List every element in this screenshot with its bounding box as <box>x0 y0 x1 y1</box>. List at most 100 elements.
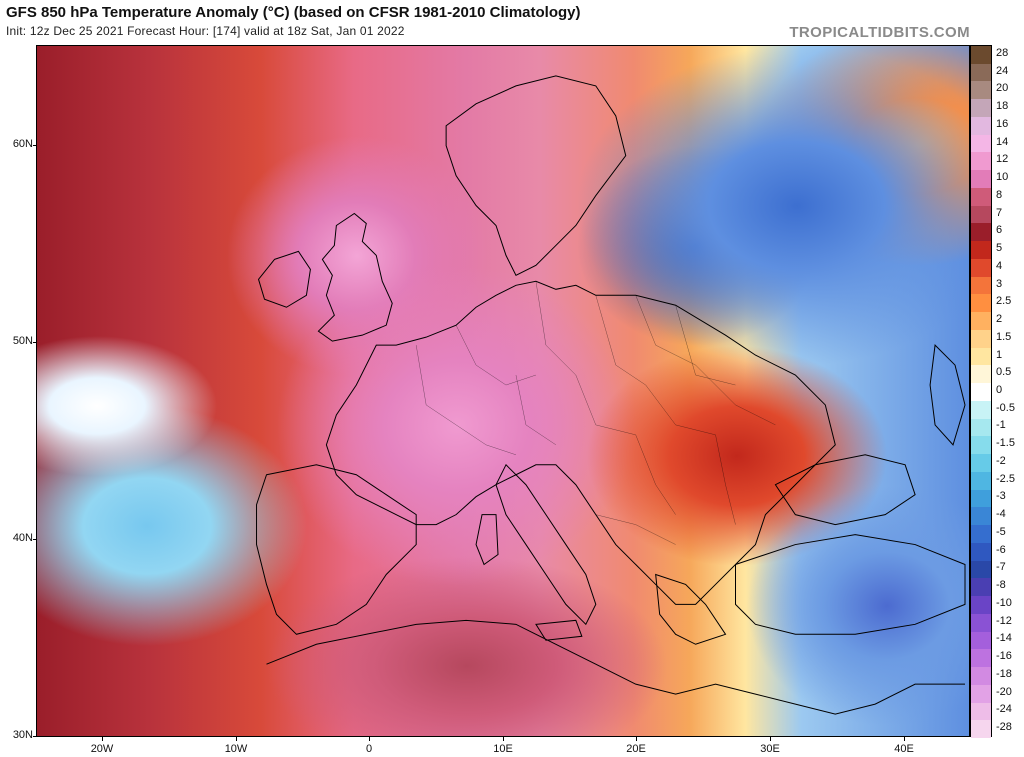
colorbar-label: -0.5 <box>996 401 1015 414</box>
coast-turkey <box>735 534 966 635</box>
colorbar-label: 3 <box>996 277 1003 290</box>
colorbar-swatch <box>971 81 991 100</box>
lat-label-50n: 50N <box>12 335 33 347</box>
colorbar-swatch <box>971 400 991 419</box>
colorbar-label: -1.5 <box>996 437 1015 450</box>
colorbar-swatch <box>971 241 991 260</box>
colorbar-swatch <box>971 116 991 135</box>
colorbar-label: -10 <box>996 596 1012 609</box>
lon-tick-30e <box>770 737 771 741</box>
colorbar-swatch <box>971 205 991 224</box>
lon-label-20e: 20E <box>626 743 646 755</box>
coast-greece <box>655 573 727 645</box>
lat-tick-50n <box>33 342 36 343</box>
colorbar-swatch <box>971 223 991 242</box>
lon-tick-20e <box>636 737 637 741</box>
colorbar-swatch <box>971 542 991 561</box>
colorbar-swatch <box>971 489 991 508</box>
chart-title: GFS 850 hPa Temperature Anomaly (°C) (ba… <box>6 4 581 21</box>
colorbar-swatch <box>971 667 991 686</box>
colorbar-label: 5 <box>996 242 1003 255</box>
colorbar-label: 24 <box>996 64 1009 77</box>
colorbar-swatch <box>971 170 991 189</box>
colorbar-label: 12 <box>996 153 1009 166</box>
colorbar-swatch <box>971 187 991 206</box>
colorbar-label: -8 <box>996 579 1006 592</box>
coast-sicily <box>535 619 583 641</box>
lat-label-60n: 60N <box>12 138 33 150</box>
coast-continent <box>325 280 836 605</box>
lon-label-10e: 10E <box>493 743 513 755</box>
colorbar-label: -20 <box>996 685 1012 698</box>
colorbar-label: 2 <box>996 313 1003 326</box>
anomaly-map <box>36 45 970 737</box>
colorbar-swatch <box>971 294 991 313</box>
lon-tick-20w <box>102 737 103 741</box>
colorbar-label: -4 <box>996 508 1006 521</box>
coast-iberia <box>256 464 417 635</box>
lat-label-40n: 40N <box>12 532 33 544</box>
colorbar-label: -2.5 <box>996 472 1015 485</box>
colorbar-swatch <box>971 436 991 455</box>
colorbar-swatch <box>971 560 991 579</box>
colorbar-swatch <box>971 507 991 526</box>
colorbar-label: -2 <box>996 454 1006 467</box>
coast-ireland <box>257 250 311 308</box>
lat-label-30n: 30N <box>12 729 33 741</box>
lon-tick-10e <box>503 737 504 741</box>
colorbar-label: 1 <box>996 348 1003 361</box>
colorbar-label: -1 <box>996 419 1006 432</box>
colorbar-swatch <box>971 418 991 437</box>
coast-great-britain <box>317 212 393 342</box>
chart-subtitle: Init: 12z Dec 25 2021 Forecast Hour: [17… <box>6 24 405 38</box>
colorbar-swatch <box>971 63 991 82</box>
colorbar-swatch <box>971 152 991 171</box>
border-lines <box>416 281 776 545</box>
colorbar-swatch <box>971 365 991 384</box>
lon-label-0: 0 <box>365 743 373 755</box>
colorbar-label: 18 <box>996 100 1009 113</box>
lon-tick-10w <box>236 737 237 741</box>
colorbar-label: -3 <box>996 490 1006 503</box>
colorbar-label: 4 <box>996 259 1003 272</box>
colorbar-swatch <box>971 258 991 277</box>
colorbar-swatch <box>971 383 991 402</box>
colorbar-label: 28 <box>996 46 1009 59</box>
colorbar-label: -6 <box>996 543 1006 556</box>
lon-label-10w: 10W <box>224 743 248 755</box>
colorbar-label: 0 <box>996 384 1003 396</box>
colorbar-swatch <box>971 631 991 650</box>
lat-tick-60n <box>33 145 36 146</box>
lon-label-20w: 20W <box>90 743 114 755</box>
brand-watermark: TROPICALTIDBITS.COM <box>789 24 970 41</box>
colorbar-swatch <box>971 613 991 632</box>
colorbar-label: 14 <box>996 135 1009 148</box>
colorbar-swatch <box>971 596 991 615</box>
colorbar-label: 7 <box>996 206 1003 219</box>
colorbar-swatch <box>971 99 991 118</box>
colorbar-swatch <box>971 471 991 490</box>
lat-tick-30n <box>33 736 36 737</box>
lat-tick-40n <box>33 539 36 540</box>
coast-black-sea <box>774 454 916 526</box>
colorbar-swatch <box>971 46 991 64</box>
coast-sardinia <box>475 514 499 566</box>
colorbar-label: -12 <box>996 614 1012 627</box>
colorbar-label: -7 <box>996 561 1006 574</box>
coast-caspian <box>929 344 966 446</box>
colorbar <box>970 45 992 739</box>
colorbar-label: -24 <box>996 703 1012 716</box>
colorbar-label: 20 <box>996 82 1009 95</box>
colorbar-label: -28 <box>996 721 1012 734</box>
lon-tick-40e <box>904 737 905 741</box>
colorbar-swatch <box>971 347 991 366</box>
colorbar-swatch <box>971 578 991 597</box>
lon-label-30e: 30E <box>760 743 780 755</box>
colorbar-swatch <box>971 525 991 544</box>
lon-tick-0 <box>369 737 370 741</box>
colorbar-label: -14 <box>996 632 1012 645</box>
coast-italy <box>495 463 597 626</box>
colorbar-swatch <box>971 134 991 153</box>
colorbar-swatch <box>971 720 991 739</box>
colorbar-label: 8 <box>996 188 1003 201</box>
